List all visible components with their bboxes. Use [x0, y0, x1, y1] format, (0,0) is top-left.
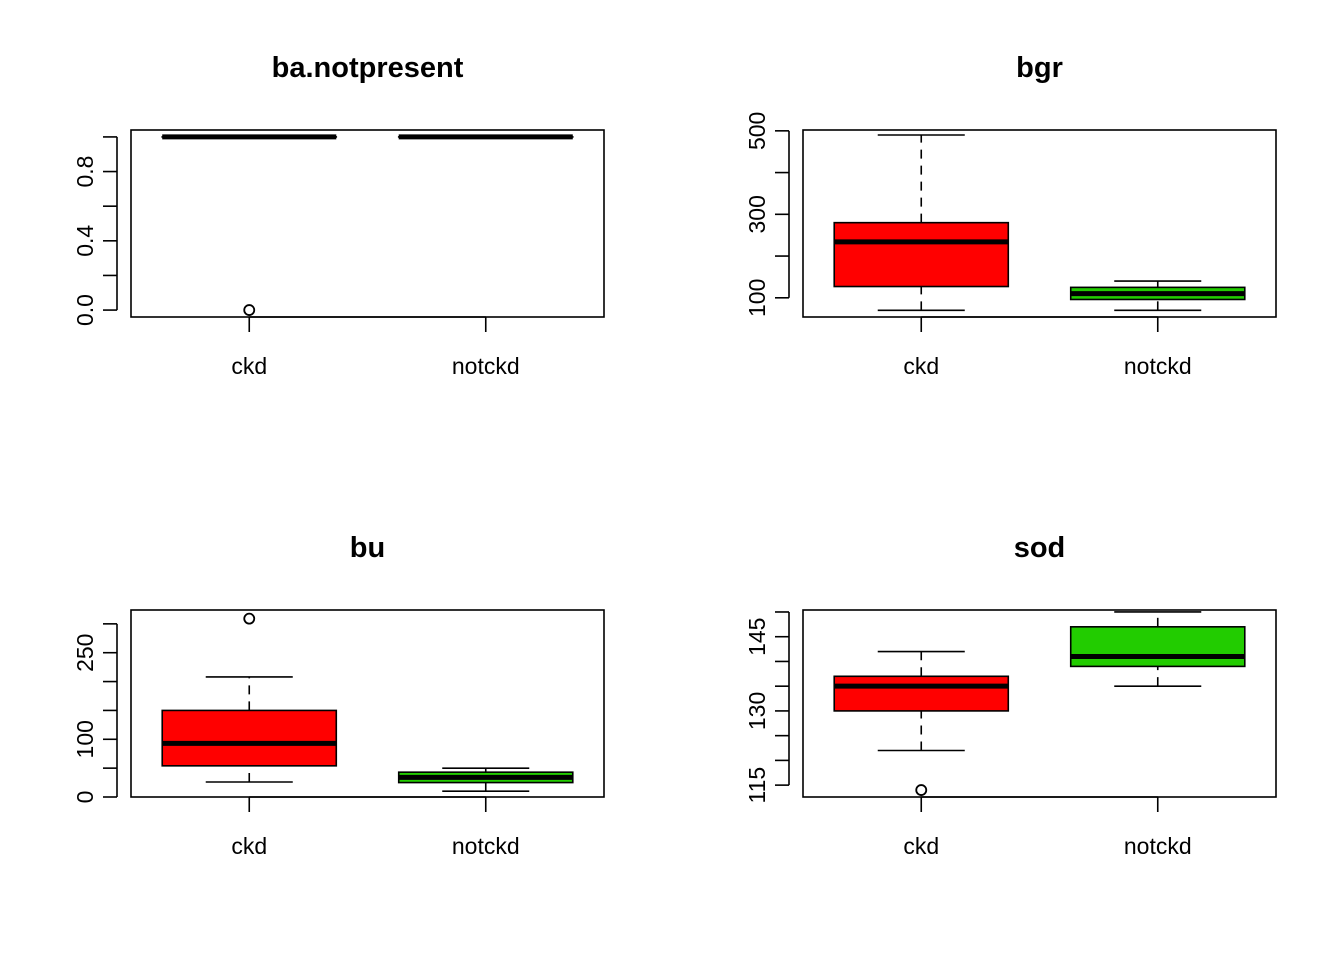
x-tick-label: notckd — [1124, 833, 1192, 859]
box-ckd — [833, 650, 1010, 796]
y-tick-label: 0.4 — [72, 225, 98, 257]
y-tick-label: 145 — [744, 618, 770, 656]
y-tick-label: 0.8 — [72, 156, 98, 188]
outlier-point — [243, 612, 256, 625]
chart-title: sod — [1014, 532, 1066, 564]
y-tick-label: 100 — [744, 279, 770, 317]
panel-1: bgr 100 300 500 ckd notckd — [744, 52, 1277, 379]
panel-2: bu 0 100 250 ckd notckd — [72, 532, 605, 859]
chart-title: bgr — [1016, 52, 1063, 84]
y-tick-label: 500 — [744, 112, 770, 150]
chart-title: bu — [350, 532, 385, 564]
x-tick-label: ckd — [903, 353, 939, 379]
x-tick-label: ckd — [231, 353, 267, 379]
x-tick-label: notckd — [452, 353, 520, 379]
box-body — [161, 709, 338, 767]
panel-0: ba.notpresent 0.0 0.4 0.8 ckd notckd — [72, 52, 605, 379]
box-ckd — [161, 612, 338, 783]
x-tick-label: notckd — [1124, 353, 1192, 379]
box-ckd — [161, 134, 338, 316]
box-body — [1069, 626, 1246, 668]
y-tick-label: 0.0 — [72, 294, 98, 326]
outlier-point — [243, 304, 256, 316]
y-tick-label: 250 — [72, 634, 98, 672]
box-body — [833, 675, 1010, 712]
x-tick-label: ckd — [231, 833, 267, 859]
plot-frame — [130, 129, 605, 318]
y-tick-label: 100 — [72, 720, 98, 758]
box-body — [833, 221, 1010, 288]
plot-frame — [130, 609, 605, 798]
chart-title: ba.notpresent — [272, 52, 464, 84]
y-tick-label: 300 — [744, 195, 770, 233]
y-tick-label: 130 — [744, 692, 770, 730]
panel-3: sod 115 130 145 ckd notckd — [744, 532, 1277, 859]
outlier-point — [915, 784, 928, 796]
box-notckd — [397, 767, 574, 793]
y-tick-label: 115 — [744, 767, 770, 804]
y-tick-label: 0 — [72, 791, 98, 804]
box-notckd — [1069, 611, 1246, 687]
x-tick-label: notckd — [452, 833, 520, 859]
box-ckd — [833, 134, 1010, 312]
x-tick-label: ckd — [903, 833, 939, 859]
box-notckd — [1069, 280, 1246, 312]
